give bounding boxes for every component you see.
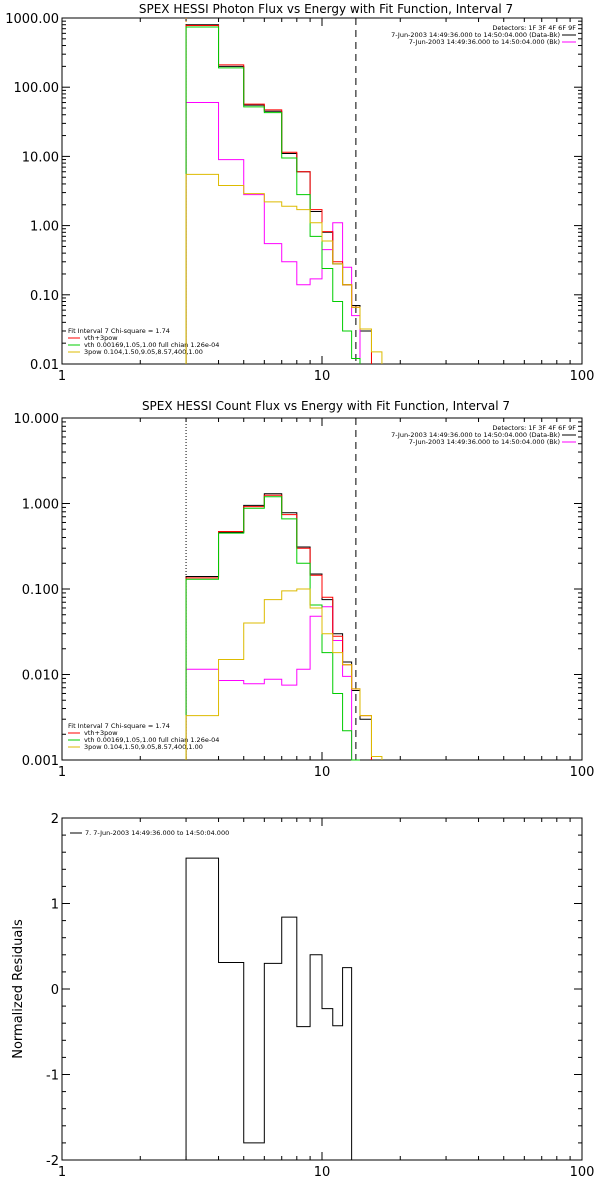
- photon-flux-panel: SPEX HESSI Photon Flux vs Energy with Fi…: [5, 2, 594, 384]
- residuals-x-tick-label: 1: [58, 1165, 66, 1180]
- residuals-panel: Normalized Residuals 7. 7-Jun-2003 14:49…: [11, 812, 594, 1180]
- photon-y-tick-label: 10.00: [22, 150, 59, 165]
- photon-fit-line-3: 3pow 0.104,1.50,9.05,8.57,400,1.00: [84, 348, 203, 356]
- photon-chart-title: SPEX HESSI Photon Flux vs Energy with Fi…: [139, 2, 513, 16]
- photon-series-vth: [185, 26, 361, 364]
- count-y-tick-label: 0.010: [22, 669, 59, 684]
- residuals-x-tick-label: 100: [570, 1165, 595, 1180]
- photon-series-bk: [185, 102, 361, 364]
- photon-x-tick-label: 100: [570, 369, 595, 384]
- photon-header-bk: 7-Jun-2003 14:49:36.000 to 14:50:04.000 …: [409, 38, 560, 46]
- count-y-tick-label: 0.100: [22, 583, 59, 598]
- count-y-tick-label: 0.001: [22, 754, 59, 769]
- photon-y-tick-label: 100.00: [14, 81, 60, 96]
- photon-fit-line-1: vth+3pow: [84, 334, 118, 342]
- count-fit-line-3: 3pow 0.104,1.50,9.05,8.57,400,1.00: [84, 743, 203, 751]
- residuals-legend-label: 7. 7-Jun-2003 14:49:36.000 to 14:50:04.0…: [85, 829, 229, 837]
- residuals-y-tick-label: 2: [51, 812, 59, 827]
- photon-fit-line-2: vth 0.00169,1.05,1.00 full chian 1.26e-0…: [84, 341, 219, 349]
- photon-plot-frame: [61, 17, 583, 365]
- photon-header-legend-data: 7-Jun-2003 14:49:36.000 to 14:50:04.000 …: [391, 31, 576, 39]
- count-header-legend-data: 7-Jun-2003 14:49:36.000 to 14:50:04.000 …: [391, 431, 576, 439]
- count-header-legend-bk: 7-Jun-2003 14:49:36.000 to 14:50:04.000 …: [409, 438, 576, 446]
- photon-y-tick-label: 1.00: [30, 220, 59, 235]
- count-fit-legend: Fit Interval 7 Chi-square = 1.74 vth+3po…: [68, 722, 219, 751]
- count-x-tick-label: 10: [314, 765, 331, 780]
- count-fit-line-0: Fit Interval 7 Chi-square = 1.74: [68, 722, 170, 730]
- count-header-bk: 7-Jun-2003 14:49:36.000 to 14:50:04.000 …: [409, 438, 560, 446]
- residuals-y-tick-label: -2: [46, 1154, 59, 1169]
- count-flux-panel: SPEX HESSI Count Flux vs Energy with Fit…: [14, 399, 595, 780]
- count-axes: 1 10 100 0.001 0.010 0.100 1.000 10.000: [14, 412, 595, 780]
- count-series-3pow: [185, 588, 383, 760]
- photon-series-3pow: [185, 173, 383, 364]
- photon-y-tick-label: 0.01: [30, 358, 59, 373]
- residuals-legend: 7. 7-Jun-2003 14:49:36.000 to 14:50:04.0…: [70, 829, 229, 837]
- photon-y-tick-label: 0.10: [30, 289, 59, 304]
- residuals-x-tick-label: 10: [314, 1165, 331, 1180]
- photon-axes: 1 10 100 0.01 0.10 1.00 10.00 100.00 1000.00: [5, 12, 594, 384]
- count-x-tick-label: 1: [58, 765, 66, 780]
- count-y-tick-label: 10.000: [14, 412, 60, 427]
- photon-series-vth-3pow: [185, 24, 372, 364]
- count-header-databk: 7-Jun-2003 14:49:36.000 to 14:50:04.000 …: [391, 431, 560, 439]
- photon-header-detectors: Detectors: 1F 3F 4F 6F 9F: [492, 24, 576, 32]
- count-series-bk: [185, 606, 353, 760]
- count-y-tick-label: 1.000: [22, 498, 59, 513]
- residuals-y-tick-label: -1: [46, 1069, 59, 1084]
- count-series-vth-3pow: [185, 494, 372, 760]
- residuals-y-tick-label: 0: [51, 983, 59, 998]
- count-header-detectors: Detectors: 1F 3F 4F 6F 9F: [492, 424, 576, 432]
- count-chart-title: SPEX HESSI Count Flux vs Energy with Fit…: [142, 399, 510, 413]
- photon-x-tick-label: 1: [58, 369, 66, 384]
- count-fit-line-2: vth 0.00169,1.05,1.00 full chian 1.26e-0…: [84, 736, 219, 744]
- residuals-marks: [185, 857, 353, 1160]
- photon-header-databk: 7-Jun-2003 14:49:36.000 to 14:50:04.000 …: [391, 31, 560, 39]
- count-marks: [185, 418, 383, 761]
- photon-y-tick-label: 1000.00: [5, 12, 59, 27]
- residuals-y-tick-label: 1: [51, 898, 59, 913]
- count-x-tick-label: 100: [570, 765, 595, 780]
- residuals-axes: 1 10 100 -2 -1 0 1 2: [46, 812, 594, 1180]
- residuals-series-7: [185, 857, 353, 1160]
- count-series-data-bk: [185, 493, 372, 760]
- photon-fit-legend: Fit Interval 7 Chi-square = 1.74 vth+3po…: [68, 327, 219, 356]
- photon-series-data-bk: [185, 24, 372, 364]
- count-fit-line-1: vth+3pow: [84, 729, 118, 737]
- residuals-y-axis-label: Normalized Residuals: [11, 919, 26, 1059]
- photon-header-legend-bk: 7-Jun-2003 14:49:36.000 to 14:50:04.000 …: [409, 38, 576, 46]
- photon-x-tick-label: 10: [314, 369, 331, 384]
- photon-marks: [185, 18, 383, 364]
- photon-fit-line-0: Fit Interval 7 Chi-square = 1.74: [68, 327, 170, 335]
- count-series-vth: [185, 496, 360, 761]
